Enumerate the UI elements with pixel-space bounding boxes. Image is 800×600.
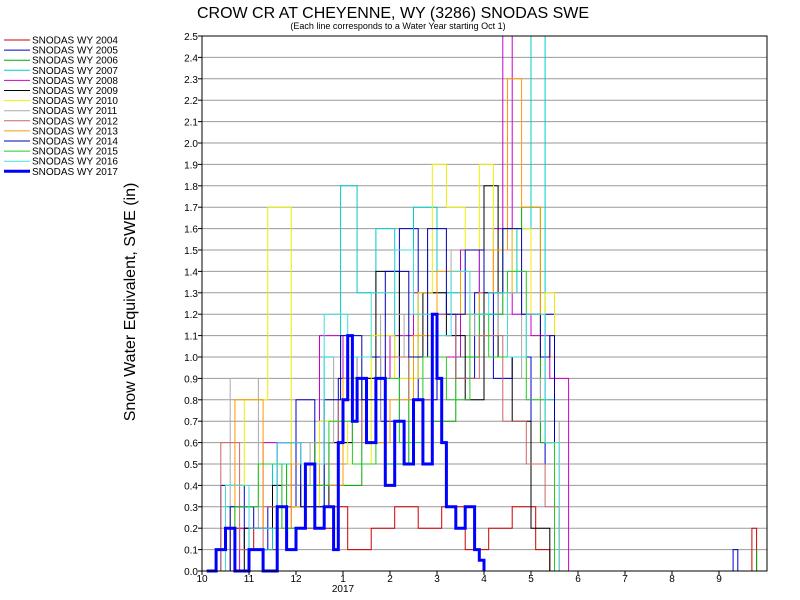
x-tick-label: 9 (716, 574, 722, 585)
legend-label: SNODAS WY 2009 (32, 86, 118, 97)
y-tick-label: 1.8 (184, 182, 198, 193)
legend-label: SNODAS WY 2014 (32, 137, 118, 148)
legend-label: SNODAS WY 2005 (32, 46, 118, 57)
y-tick-label: 1.6 (184, 225, 198, 236)
legend-label: SNODAS WY 2007 (32, 66, 118, 77)
y-tick-label: 0.9 (184, 374, 198, 385)
x-tick-label: 3 (434, 574, 440, 585)
x-tick-label: 8 (669, 574, 675, 585)
y-tick-label: 1.7 (184, 203, 198, 214)
y-tick-label: 0.8 (184, 396, 198, 407)
legend-label: SNODAS WY 2016 (32, 157, 118, 168)
y-tick-label: 1.2 (184, 310, 198, 321)
x-tick-label: 10 (196, 574, 208, 585)
x-tick-label: 12 (290, 574, 302, 585)
y-tick-label: 1.4 (184, 267, 198, 278)
y-tick-label: 0.4 (184, 481, 198, 492)
series-line-snodas-wy-2016 (206, 249, 560, 572)
x-year-label: 2017 (332, 584, 355, 595)
y-tick-label: 2.2 (184, 96, 198, 107)
y-tick-label: 1.1 (184, 332, 198, 343)
y-tick-label: 2.1 (184, 118, 198, 129)
y-tick-label: 0.5 (184, 460, 198, 471)
x-tick-label: 1 (340, 574, 346, 585)
y-tick-label: 0.2 (184, 524, 198, 535)
x-tick-label: 4 (481, 574, 487, 585)
x-tick-label: 11 (244, 574, 255, 585)
legend-label: SNODAS WY 2011 (32, 106, 118, 117)
y-tick-label: 1.3 (184, 289, 198, 300)
chart-subtitle: (Each line corresponds to a Water Year s… (290, 21, 505, 31)
series-line-snodas-wy-2015 (211, 270, 555, 572)
series-line-snodas-wy-2013 (211, 78, 555, 572)
y-tick-label: 1.0 (184, 353, 198, 364)
y-tick-label: 0.0 (184, 567, 198, 578)
y-tick-label: 1.5 (184, 246, 198, 257)
x-tick-label: 7 (622, 574, 628, 585)
legend-label: SNODAS WY 2017 (32, 167, 118, 178)
legend-label: SNODAS WY 2008 (32, 76, 118, 87)
x-tick-labels: 10 11 12 1 2 3 4 5 6 7 8 9 (196, 571, 722, 585)
y-tick-label: 0.7 (184, 417, 198, 428)
y-tick-label: 2.4 (184, 53, 198, 64)
y-tick-label: 2.3 (184, 75, 198, 86)
legend-label: SNODAS WY 2004 (32, 36, 118, 47)
legend-label: SNODAS WY 2015 (32, 147, 118, 158)
y-tick-label: 0.1 (184, 546, 198, 557)
x-tick-label: 6 (575, 574, 581, 585)
legend-label: SNODAS WY 2013 (32, 126, 118, 137)
x-tick-label: 5 (528, 574, 534, 585)
x-tick-label: 2 (387, 574, 393, 585)
y-axis-label: Snow Water Equivalent, SWE (in) (122, 183, 139, 422)
legend-label: SNODAS WY 2012 (32, 116, 118, 127)
y-tick-label: 0.3 (184, 503, 198, 514)
y-tick-label: 2.5 (184, 32, 198, 43)
legend-label: SNODAS WY 2006 (32, 56, 118, 67)
legend-label: SNODAS WY 2010 (32, 96, 118, 107)
y-tick-label: 0.6 (184, 439, 198, 450)
y-tick-label: 1.9 (184, 160, 198, 171)
y-tick-labels: 0.0 0.1 0.2 0.3 0.4 0.5 0.6 0.7 0.8 0.9 1.0 1.1 1.2 1… (184, 32, 202, 578)
chart-title: CROW CR AT CHEYENNE, WY (3286) SNODAS SW… (197, 5, 589, 22)
y-tick-label: 2.0 (184, 139, 198, 150)
